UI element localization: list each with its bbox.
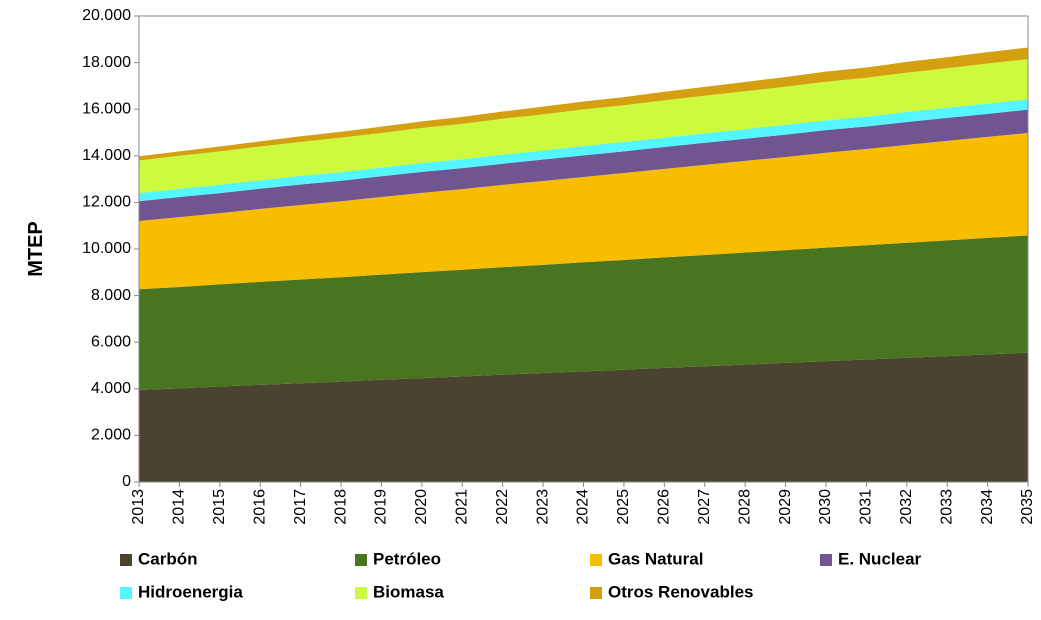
x-tick-label: 2017	[292, 489, 309, 525]
x-tick-label: 2013	[130, 489, 147, 525]
y-axis-label: MTEP	[25, 221, 47, 277]
y-tick-label: 2.000	[91, 427, 131, 444]
y-tick-label: 10.000	[82, 240, 131, 257]
x-tick-label: 2027	[696, 489, 713, 525]
y-tick-label: 16.000	[82, 100, 131, 117]
area	[139, 109, 1028, 222]
x-tick-label: 2018	[332, 489, 349, 525]
x-tick-label: 2024	[575, 489, 592, 525]
x-tick-label: 2031	[858, 489, 875, 525]
x-tick-label: 2033	[938, 489, 955, 525]
area	[139, 47, 1028, 161]
legend-label: E. Nuclear	[838, 549, 922, 568]
legend-label: Carbón	[138, 549, 198, 568]
y-tick-label: 12.000	[82, 194, 131, 211]
y-tick-label: 0	[122, 473, 131, 490]
y-tick-label: 14.000	[82, 147, 131, 164]
area	[139, 235, 1028, 390]
x-tick-label: 2016	[251, 489, 268, 525]
area	[139, 59, 1028, 194]
y-tick-label: 4.000	[91, 380, 131, 397]
x-tick-label: 2015	[211, 489, 228, 525]
x-tick-label: 2034	[979, 489, 996, 525]
legend-swatch	[820, 554, 832, 566]
area	[139, 99, 1028, 202]
x-tick-label: 2022	[494, 489, 511, 525]
x-tick-label: 2021	[453, 489, 470, 525]
x-tick-label: 2035	[1019, 489, 1036, 525]
x-tick-label: 2020	[413, 489, 430, 525]
x-tick-label: 2025	[615, 489, 632, 525]
legend-label: Otros Renovables	[608, 582, 754, 601]
area	[139, 132, 1028, 290]
x-tick-label: 2019	[373, 489, 390, 525]
y-tick-label: 18.000	[82, 54, 131, 71]
y-tick-label: 6.000	[91, 333, 131, 350]
y-tick-label: 20.000	[82, 7, 131, 24]
area	[139, 352, 1028, 482]
legend-swatch	[120, 554, 132, 566]
y-tick-label: 8.000	[91, 287, 131, 304]
legend-swatch	[355, 587, 367, 599]
x-tick-label: 2032	[898, 489, 915, 525]
legend-swatch	[120, 587, 132, 599]
legend-label: Gas Natural	[608, 549, 703, 568]
x-tick-label: 2030	[817, 489, 834, 525]
x-tick-label: 2028	[736, 489, 753, 525]
legend-swatch	[355, 554, 367, 566]
legend-label: Petróleo	[373, 549, 441, 568]
legend-swatch	[590, 587, 602, 599]
x-tick-label: 2023	[534, 489, 551, 525]
legend-label: Biomasa	[373, 582, 444, 601]
x-tick-label: 2014	[171, 489, 188, 525]
legend-swatch	[590, 554, 602, 566]
x-tick-label: 2026	[656, 489, 673, 525]
legend-label: Hidroenergia	[138, 582, 243, 601]
x-tick-label: 2029	[777, 489, 794, 525]
